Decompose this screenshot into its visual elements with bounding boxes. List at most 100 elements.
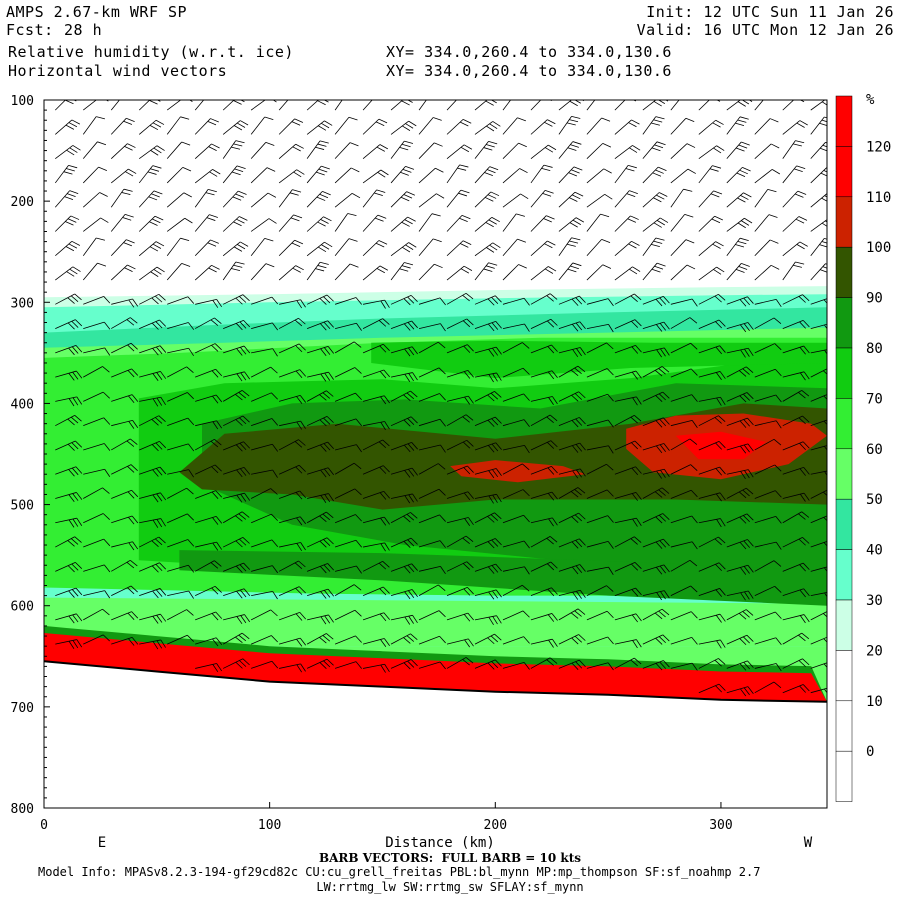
barb-feather — [544, 189, 554, 194]
barb-feather — [317, 143, 327, 147]
barb-feather — [155, 321, 163, 329]
barb-feather — [719, 345, 726, 353]
colorbar-swatch — [835, 750, 853, 802]
barb-feather — [634, 319, 642, 327]
wind-barb — [698, 466, 726, 476]
wind-barb — [474, 659, 502, 670]
barb-feather — [655, 516, 663, 524]
barb-staff — [194, 118, 211, 135]
wind-barb — [390, 216, 416, 232]
barb-feather — [743, 566, 750, 574]
wind-barb — [502, 142, 527, 159]
wind-barb — [139, 396, 166, 407]
barb-feather — [384, 664, 390, 673]
barb-feather — [658, 489, 666, 496]
barb-feather — [653, 240, 663, 244]
barb-staff — [334, 488, 356, 499]
barb-feather — [320, 616, 327, 625]
barb-staff — [586, 445, 609, 451]
barb-feather — [155, 538, 163, 546]
forecast-label: Fcst: — [6, 21, 54, 39]
barb-feather — [550, 440, 558, 448]
barb-feather — [65, 100, 74, 105]
barb-staff — [167, 322, 189, 329]
wind-barb — [446, 119, 472, 135]
wind-barb — [362, 542, 390, 552]
barb-feather — [67, 565, 75, 573]
barb-feather — [67, 418, 75, 426]
wind-barb — [138, 190, 163, 208]
barb-staff — [222, 165, 238, 184]
wind-barb — [614, 639, 642, 649]
barb-feather — [659, 323, 667, 331]
wind-barb — [698, 145, 725, 159]
wind-barb — [250, 218, 277, 232]
barb-feather — [739, 420, 747, 428]
wind-barb — [530, 465, 558, 475]
barb-staff — [390, 100, 404, 111]
barb-feather — [327, 320, 334, 328]
barb-feather — [68, 494, 75, 503]
barb-staff — [251, 660, 273, 669]
wind-barb — [194, 189, 217, 208]
barb-staff — [502, 342, 523, 354]
barb-feather — [495, 589, 502, 598]
barb-staff — [167, 443, 189, 451]
barb-staff — [418, 635, 440, 645]
barb-feather — [104, 590, 111, 599]
barb-staff — [670, 611, 692, 621]
barb-feather — [799, 564, 806, 572]
barb-feather — [487, 298, 495, 306]
barb-staff — [390, 191, 407, 208]
barb-feather — [773, 560, 782, 567]
barb-feather — [547, 563, 555, 571]
barb-feather — [488, 616, 494, 626]
wind-barb — [167, 634, 194, 645]
barb-feather — [739, 638, 747, 646]
barb-feather — [821, 222, 827, 227]
barb-feather — [125, 93, 134, 96]
barb-feather — [410, 416, 418, 424]
wind-barb — [558, 115, 581, 135]
barb-feather — [542, 193, 552, 197]
barb-feather — [410, 633, 418, 640]
wind-barb — [642, 366, 670, 378]
barb-feather — [128, 395, 135, 404]
barb-feather — [327, 588, 335, 597]
wind-barb — [306, 416, 334, 427]
wind-barb — [782, 216, 808, 232]
barb-feather — [715, 442, 723, 450]
barb-feather — [715, 95, 723, 99]
barb-feather — [625, 168, 635, 172]
barb-feather — [802, 294, 810, 302]
wind-barb — [726, 660, 754, 671]
barb-feather — [123, 188, 133, 192]
barb-feather — [660, 469, 666, 478]
barb-feather — [735, 269, 745, 273]
barb-staff — [754, 637, 776, 645]
colorbar-label: 60 — [866, 442, 883, 458]
barb-feather — [822, 266, 827, 269]
wind-barb — [166, 217, 193, 232]
barb-feather — [70, 538, 79, 545]
barb-feather — [131, 368, 139, 376]
barb-staff — [362, 144, 381, 159]
barb-feather — [439, 661, 446, 670]
y-tick-label: 600 — [11, 600, 34, 615]
barb-feather — [685, 93, 694, 96]
barb-feather — [658, 610, 666, 618]
wind-barb — [642, 660, 670, 671]
barb-feather — [487, 516, 495, 523]
wind-barb — [670, 541, 698, 550]
wind-barb — [139, 319, 167, 330]
wind-barb — [83, 608, 110, 621]
barb-feather — [241, 632, 250, 640]
wind-barb — [362, 638, 390, 647]
barb-staff — [250, 238, 266, 257]
barb-feather — [380, 664, 386, 673]
barb-staff — [474, 262, 489, 281]
barb-feather — [160, 639, 166, 648]
barb-feather — [124, 214, 134, 218]
wind-barb — [250, 392, 278, 402]
barb-feather — [181, 263, 191, 267]
